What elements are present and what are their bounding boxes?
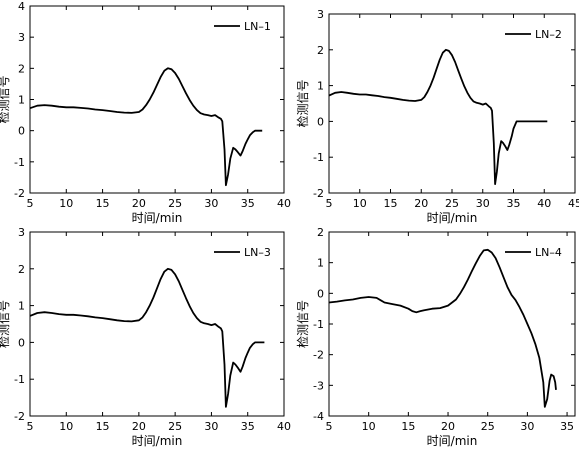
x-tick-label: 30 — [204, 420, 218, 433]
y-tick-label: 4 — [18, 0, 25, 13]
plot-frame — [29, 5, 285, 194]
y-tick-label: 0 — [317, 115, 324, 128]
x-tick-label: 25 — [168, 420, 182, 433]
y-tick-label: 1 — [317, 257, 324, 270]
y-tick-label: 3 — [18, 31, 25, 44]
y-tick-label: -1 — [14, 156, 25, 169]
x-tick-label: 25 — [481, 420, 495, 433]
y-tick-label: -1 — [313, 318, 324, 331]
x-tick-label: 40 — [537, 197, 551, 210]
legend-label: LN–2 — [535, 28, 562, 41]
x-tick-label: 5 — [326, 420, 333, 433]
x-tick-label: 35 — [560, 420, 574, 433]
y-tick-label: 0 — [18, 125, 25, 138]
y-tick-label: 0 — [317, 287, 324, 300]
x-tick-label: 15 — [96, 420, 110, 433]
x-tick-label: 30 — [476, 197, 490, 210]
x-tick-label: 20 — [414, 197, 428, 210]
y-tick-label: -1 — [14, 373, 25, 386]
x-axis-label: 时间/min — [132, 434, 183, 448]
y-axis-label: 检测信号 — [295, 300, 310, 348]
x-axis-label: 时间/min — [427, 434, 478, 448]
series-line — [328, 48, 548, 185]
y-tick-label: 2 — [18, 263, 25, 276]
y-tick-label: -2 — [313, 349, 324, 362]
legend-label: LN–1 — [244, 20, 271, 33]
x-tick-label: 20 — [132, 420, 146, 433]
series-line — [29, 267, 265, 408]
x-tick-label: 30 — [204, 197, 218, 210]
x-tick-label: 10 — [59, 420, 73, 433]
y-tick-label: 2 — [317, 226, 324, 239]
y-axis-label: 检测信号 — [0, 300, 11, 348]
x-tick-label: 35 — [241, 197, 255, 210]
y-tick-label: 2 — [317, 44, 324, 57]
y-tick-label: -4 — [313, 410, 324, 423]
x-tick-label: 45 — [568, 197, 579, 210]
x-tick-label: 5 — [27, 197, 34, 210]
series-line — [29, 67, 263, 187]
x-tick-label: 10 — [353, 197, 367, 210]
x-tick-label: 25 — [445, 197, 459, 210]
x-tick-label: 20 — [132, 197, 146, 210]
y-axis-label: 检测信号 — [295, 79, 310, 127]
x-tick-label: 40 — [277, 197, 291, 210]
x-tick-label: 15 — [401, 420, 415, 433]
x-tick-label: 5 — [27, 420, 34, 433]
series-line — [328, 248, 557, 408]
x-tick-label: 25 — [168, 197, 182, 210]
x-tick-label: 10 — [59, 197, 73, 210]
plot-frame — [328, 231, 576, 417]
y-tick-label: -1 — [313, 151, 324, 164]
y-tick-label: -2 — [313, 187, 324, 200]
y-tick-label: 1 — [317, 80, 324, 93]
y-tick-label: -2 — [14, 410, 25, 423]
y-tick-label: 0 — [18, 336, 25, 349]
x-tick-label: 15 — [96, 197, 110, 210]
x-tick-label: 10 — [362, 420, 376, 433]
y-axis-label: 检测信号 — [0, 75, 11, 123]
chart-panel-ln-4: 5 10 15 20 25 30 35 -4 -3 -2 -1 0 1 2 时间/min 检测信号 LN–4 — [295, 226, 576, 448]
chart-panel-ln-1: 5 10 15 20 25 30 35 40 -2 -1 0 1 2 3 4 时间/min 检测信号 LN–1 — [0, 0, 291, 225]
chart-panel-ln-2: 5 10 15 20 25 30 35 40 45 -2 -1 0 1 2 3 时间/min 检测信号 LN–2 — [295, 8, 579, 225]
y-tick-label: 3 — [317, 8, 324, 21]
x-tick-label: 15 — [384, 197, 398, 210]
x-tick-label: 40 — [277, 420, 291, 433]
y-tick-label: 2 — [18, 62, 25, 75]
legend-label: LN–4 — [535, 246, 562, 259]
y-tick-label: 1 — [18, 300, 25, 313]
chart-panel-ln-3: 5 10 15 20 25 30 35 40 -2 -1 0 1 2 3 时间/min 检测信号 LN–3 — [0, 226, 291, 448]
plot-frame — [29, 231, 285, 417]
x-tick-label: 35 — [241, 420, 255, 433]
x-axis-label: 时间/min — [132, 211, 183, 225]
y-tick-label: 3 — [18, 226, 25, 239]
y-tick-label: -3 — [313, 379, 324, 392]
x-tick-label: 35 — [507, 197, 521, 210]
y-tick-label: -2 — [14, 187, 25, 200]
y-tick-label: 1 — [18, 94, 25, 107]
x-axis-label: 时间/min — [427, 211, 478, 225]
x-tick-label: 30 — [520, 420, 534, 433]
legend-label: LN–3 — [244, 246, 271, 259]
x-tick-label: 20 — [441, 420, 455, 433]
x-tick-label: 5 — [326, 197, 333, 210]
